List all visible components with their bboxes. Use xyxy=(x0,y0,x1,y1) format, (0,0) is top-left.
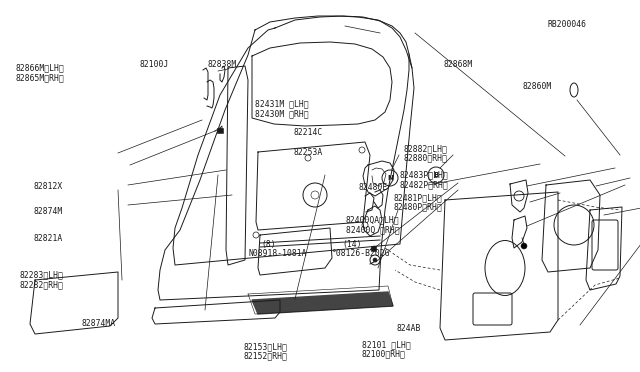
Text: 82838M: 82838M xyxy=(208,60,237,69)
Text: 82430M 〈RH〉: 82430M 〈RH〉 xyxy=(255,109,308,118)
Text: 82860M: 82860M xyxy=(523,82,552,91)
Text: 82480E: 82480E xyxy=(358,183,388,192)
Circle shape xyxy=(373,258,377,262)
Text: 82431M 〈LH〉: 82431M 〈LH〉 xyxy=(255,99,308,108)
Text: 82100〈RH〉: 82100〈RH〉 xyxy=(362,350,406,359)
FancyBboxPatch shape xyxy=(217,128,223,133)
Text: 82400Q 〈RH〉: 82400Q 〈RH〉 xyxy=(346,225,399,234)
Text: 82882〈LH〉: 82882〈LH〉 xyxy=(403,144,447,153)
Text: 82283〈LH〉: 82283〈LH〉 xyxy=(19,270,63,279)
Text: 82868M: 82868M xyxy=(444,60,473,69)
Text: °08126-B202G: °08126-B202G xyxy=(332,249,390,258)
Circle shape xyxy=(521,243,527,249)
Text: N: N xyxy=(387,175,393,181)
Text: 82812X: 82812X xyxy=(34,182,63,191)
Text: N08918-1081A: N08918-1081A xyxy=(248,249,307,258)
Polygon shape xyxy=(252,292,393,314)
Text: 82100J: 82100J xyxy=(140,60,169,69)
Text: RB200046: RB200046 xyxy=(547,20,586,29)
Text: B: B xyxy=(433,172,438,178)
Text: 82153〈LH〉: 82153〈LH〉 xyxy=(243,342,287,351)
Text: 82152〈RH〉: 82152〈RH〉 xyxy=(243,352,287,360)
Text: 82101 〈LH〉: 82101 〈LH〉 xyxy=(362,340,410,349)
Text: 82866M〈LH〉: 82866M〈LH〉 xyxy=(16,64,65,73)
Text: 82481P〈LH〉: 82481P〈LH〉 xyxy=(394,193,442,202)
Text: 82880〈RH〉: 82880〈RH〉 xyxy=(403,154,447,163)
Text: 82400QA〈LH〉: 82400QA〈LH〉 xyxy=(346,215,399,224)
Text: 82214C: 82214C xyxy=(293,128,323,137)
Text: 82874M: 82874M xyxy=(34,207,63,216)
Text: 82874MA: 82874MA xyxy=(82,319,116,328)
Text: 824AB: 824AB xyxy=(397,324,421,333)
Text: 82282〈RH〉: 82282〈RH〉 xyxy=(19,280,63,289)
Text: (14): (14) xyxy=(342,240,362,248)
Text: 82253A: 82253A xyxy=(293,148,323,157)
Text: 82480P〈RH〉: 82480P〈RH〉 xyxy=(394,203,442,212)
Text: 82865M〈RH〉: 82865M〈RH〉 xyxy=(16,74,65,83)
Text: 82821A: 82821A xyxy=(34,234,63,243)
Text: 82483P〈LH〉: 82483P〈LH〉 xyxy=(400,170,449,179)
Text: (8): (8) xyxy=(261,240,276,248)
Bar xyxy=(371,246,376,251)
Text: 82482P〈RH〉: 82482P〈RH〉 xyxy=(400,180,449,189)
